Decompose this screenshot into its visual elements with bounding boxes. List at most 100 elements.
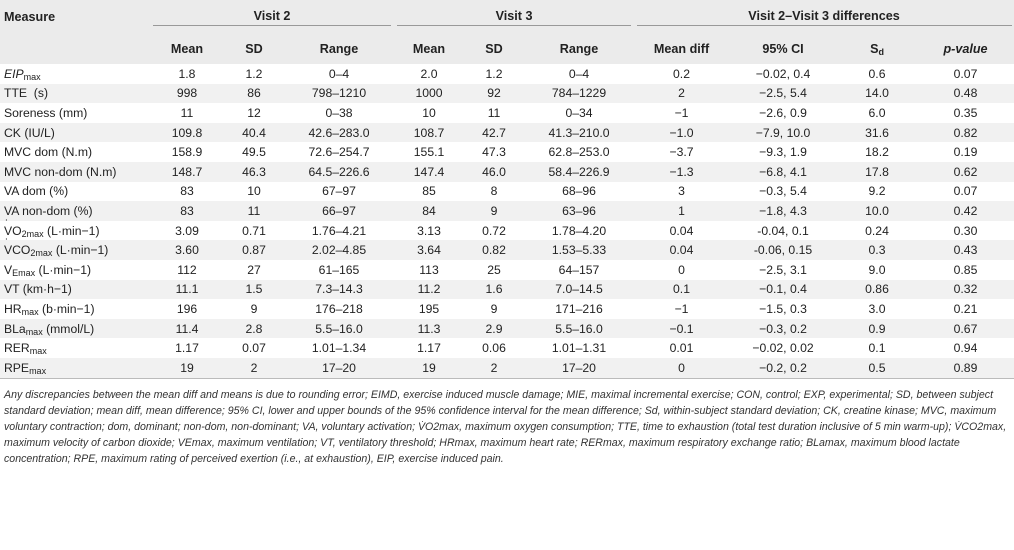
- visit3-range-cell: 68–96: [562, 184, 596, 199]
- visit3-range-cell: 17–20: [524, 357, 635, 379]
- ci-cell: −2.6, 0.9: [759, 105, 807, 120]
- ci-cell: −2.5, 5.4: [729, 83, 838, 104]
- visit2-sd-cell: 12: [247, 105, 261, 120]
- ci-cell: −9.3, 1.9: [759, 145, 807, 160]
- header-v2-sd: SD: [224, 34, 284, 64]
- table-row: RERmax 1.17 0.07 1.01–1.34 1.17 0.06 1.01–1.31…: [0, 338, 1014, 358]
- p-value-cell: 0.89: [917, 357, 1014, 379]
- visit2-sd-cell: 11: [224, 201, 284, 221]
- visit2-range-cell: 66–97: [284, 201, 395, 221]
- visit3-sd-cell: 42.7: [464, 122, 525, 143]
- mean-diff-cell: 0.01: [669, 341, 694, 356]
- table-row: HRmax (b·min−1) 196 9 176–218 195 9 171–216 −1 −…: [0, 299, 1014, 319]
- sd-within-cell: 0.86: [837, 279, 918, 300]
- visit3-sd-cell: 92: [464, 83, 525, 104]
- p-value-cell: 0.85: [953, 262, 978, 277]
- header-sd-within: Sd: [837, 34, 918, 64]
- ci-cell: −7.9, 10.0: [729, 122, 838, 143]
- p-value-cell: 0.48: [917, 83, 1014, 104]
- sd-within-cell: 6.0: [868, 105, 886, 120]
- visit2-sd-cell: 1.2: [245, 66, 263, 81]
- visit3-mean-cell: 155.1: [413, 145, 445, 160]
- visit2-mean-cell: 109.8: [150, 122, 224, 143]
- mean-diff-cell: 2: [634, 83, 730, 104]
- table-footnote: Any discrepancies between the mean diff …: [4, 388, 1007, 465]
- mean-diff-cell: −1: [674, 105, 689, 120]
- table-row: CK (IU/L) 109.8 40.4 42.6–283.0 108.7 42.7 41.…: [0, 122, 1014, 143]
- visit2-mean-cell: 3.60: [150, 240, 224, 260]
- p-value-cell: 0.42: [917, 201, 1014, 221]
- visit2-range-cell: 67–97: [322, 184, 356, 199]
- sd-within-cell: 0.24: [865, 223, 889, 238]
- mean-diff-cell: 0: [678, 262, 685, 277]
- sd-within-cell: 17.8: [837, 161, 918, 182]
- ci-cell: −0.02, 0.02: [752, 341, 814, 356]
- table-row: VA non-dom (%) 83 11 66–97 84 9 63–96 1 −1.8, 4.…: [0, 201, 1014, 221]
- table-row: MVC non-dom (N.m) 148.7 46.3 64.5–226.6 147.…: [0, 161, 1014, 182]
- visit2-mean-cell: 83: [150, 201, 224, 221]
- mean-diff-cell: 1: [634, 201, 730, 221]
- measure-label: MVC non-dom (N.m): [0, 161, 150, 182]
- header-row-columns: Mean SD Range Mean SD Range Mean diff 95…: [0, 34, 1014, 64]
- p-value-cell: 0.07: [953, 66, 978, 81]
- visit3-mean-cell: 113: [419, 262, 439, 277]
- visit2-range-cell: 61–165: [318, 262, 360, 277]
- table-row: TTE (s) 998 86 798–1210 1000 92 784–1229 2 −2.5,…: [0, 83, 1014, 104]
- table-row: MVC dom (N.m) 158.9 49.5 72.6–254.7 155.1 47.…: [0, 142, 1014, 162]
- ci-cell: -0.06, 0.15: [729, 240, 838, 260]
- table-row: RPEmax 19 2 17–20 19 2 17–20 0 −0.2, 0.2 0.5 0.89: [0, 357, 1014, 379]
- visit3-sd-cell: 1.2: [485, 66, 503, 81]
- mean-diff-cell: −1.3: [634, 161, 730, 182]
- header-differences: Visit 2–Visit 3 differences: [636, 9, 1012, 26]
- visit2-range-cell: 17–20: [284, 357, 395, 379]
- visit3-range-cell: 171–216: [555, 301, 603, 316]
- header-visit3: Visit 3: [397, 9, 632, 26]
- table-row: BLamax (mmol/L) 11.4 2.8 5.5–16.0 11.3 2.9 5.5…: [0, 318, 1014, 339]
- sd-within-cell: 31.6: [837, 122, 918, 143]
- p-value-cell: 0.94: [953, 341, 978, 356]
- visit3-mean-cell: 3.64: [394, 240, 465, 260]
- visit3-mean-cell: 195: [418, 301, 440, 316]
- mean-diff-cell: −1: [674, 301, 689, 316]
- visit3-sd-cell: 1.6: [464, 279, 525, 300]
- mean-diff-cell: 0.1: [634, 279, 730, 300]
- visit3-mean-cell: 108.7: [394, 122, 465, 143]
- visit2-range-cell: 64.5–226.6: [284, 161, 395, 182]
- visit3-mean-cell: 2.0: [420, 66, 438, 81]
- visit2-sd-cell: 0.87: [224, 240, 284, 260]
- visit2-sd-cell: 2: [224, 357, 284, 379]
- ci-cell: −1.8, 4.3: [729, 201, 838, 221]
- measure-label: VO2max (L·min−1): [0, 217, 150, 241]
- visit2-range-cell: 798–1210: [284, 83, 395, 104]
- measure-label: RERmax: [4, 341, 47, 357]
- visit3-mean-cell: 1000: [394, 83, 465, 104]
- visit3-sd-cell: 46.0: [464, 161, 525, 182]
- visit3-mean-cell: 11.3: [394, 318, 465, 339]
- ci-cell: −0.1, 0.4: [729, 279, 838, 300]
- visit2-mean-cell: 11.4: [150, 318, 224, 339]
- visit3-mean-cell: 84: [394, 201, 465, 221]
- visit2-sd-cell: 0.07: [242, 341, 266, 356]
- measure-label: VA non-dom (%): [0, 201, 150, 221]
- p-value-cell: 0.07: [953, 184, 978, 199]
- ci-cell: -0.04, 0.1: [757, 223, 809, 238]
- table-row: VA dom (%) 83 10 67–97 85 8 68–96 3 −0.3, 5.4 9.2…: [0, 182, 1014, 202]
- measure-label: BLamax (mmol/L): [0, 318, 150, 339]
- table-row: Soreness (mm) 11 12 0–38 10 11 0–34 −1 −2.6, 0.9…: [0, 103, 1014, 123]
- visit2-mean-cell: 1.8: [178, 66, 196, 81]
- measure-label: RPEmax: [0, 357, 150, 379]
- visit3-mean-cell: 3.13: [417, 223, 441, 238]
- table-row: EIPmax 1.8 1.2 0–4 2.0 1.2 0–4 0.2 −0.02, 0.4 0.6…: [0, 64, 1014, 84]
- visit2-mean-cell: 158.9: [171, 145, 203, 160]
- sd-within-cell: 18.2: [865, 145, 889, 160]
- ci-cell: −6.8, 4.1: [729, 161, 838, 182]
- visit3-sd-cell: 8: [490, 184, 498, 199]
- mean-diff-cell: 0.04: [634, 240, 730, 260]
- header-row-groups: Measure Visit 2 Visit 3 Visit 2–Visit 3 …: [0, 0, 1014, 34]
- visit2-mean-cell: 196: [176, 301, 198, 316]
- sd-within-cell: 9.0: [868, 262, 886, 277]
- visit3-sd-cell: 11: [487, 105, 501, 120]
- visit3-sd-cell: 2.9: [464, 318, 525, 339]
- visit3-mean-cell: 19: [394, 357, 465, 379]
- measure-label: EIPmax: [4, 66, 41, 82]
